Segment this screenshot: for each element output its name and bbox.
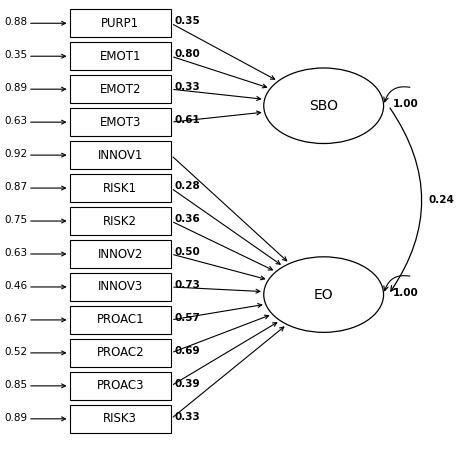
FancyBboxPatch shape [70,405,171,433]
Text: 0.28: 0.28 [175,181,201,191]
Text: 0.35: 0.35 [175,16,201,26]
Text: PROAC1: PROAC1 [96,313,144,326]
Text: RISK2: RISK2 [103,215,137,227]
FancyBboxPatch shape [70,108,171,136]
Ellipse shape [264,68,384,143]
FancyBboxPatch shape [70,10,171,37]
Text: 0.87: 0.87 [4,182,27,192]
Text: 0.69: 0.69 [175,346,201,356]
Text: RISK3: RISK3 [103,412,137,425]
Text: 0.67: 0.67 [4,314,27,324]
Text: EMOT3: EMOT3 [100,116,141,128]
Text: 0.50: 0.50 [175,247,201,257]
FancyBboxPatch shape [70,372,171,400]
Text: 0.75: 0.75 [4,215,27,225]
Text: 0.33: 0.33 [175,82,201,92]
Text: 0.57: 0.57 [175,313,201,323]
Text: 0.35: 0.35 [4,50,27,60]
FancyBboxPatch shape [70,339,171,367]
FancyBboxPatch shape [70,174,171,202]
FancyBboxPatch shape [70,240,171,268]
Text: EMOT2: EMOT2 [100,83,141,96]
Text: 0.63: 0.63 [4,116,27,126]
Text: 0.80: 0.80 [175,49,201,59]
Text: SBO: SBO [309,99,338,113]
Text: 0.61: 0.61 [175,115,201,125]
Text: 0.36: 0.36 [175,214,201,224]
Text: 0.92: 0.92 [4,149,27,159]
Text: 0.89: 0.89 [4,413,27,423]
FancyBboxPatch shape [70,207,171,235]
Text: 0.39: 0.39 [175,379,201,389]
Text: EMOT1: EMOT1 [100,50,141,63]
Text: 0.73: 0.73 [175,280,201,290]
Text: 0.85: 0.85 [4,380,27,390]
Text: 0.33: 0.33 [175,412,201,422]
Text: INNOV2: INNOV2 [98,247,143,261]
FancyBboxPatch shape [70,141,171,169]
Text: 0.52: 0.52 [4,347,27,357]
Text: 0.46: 0.46 [4,281,27,291]
Text: 0.63: 0.63 [4,248,27,258]
Text: RISK1: RISK1 [103,182,137,195]
Text: 1.00: 1.00 [393,287,419,297]
Text: 0.89: 0.89 [4,83,27,93]
Text: INNOV1: INNOV1 [98,148,143,162]
Text: PURP1: PURP1 [101,17,139,30]
Text: PROAC3: PROAC3 [96,380,144,392]
FancyBboxPatch shape [70,42,171,70]
Text: 0.24: 0.24 [428,195,454,205]
Text: 0.88: 0.88 [4,17,27,27]
Text: PROAC2: PROAC2 [96,346,144,360]
Text: INNOV3: INNOV3 [98,281,143,293]
Ellipse shape [264,257,384,332]
FancyBboxPatch shape [70,306,171,334]
FancyBboxPatch shape [70,273,171,301]
Text: 1.00: 1.00 [393,99,419,109]
FancyBboxPatch shape [70,75,171,103]
Text: EO: EO [314,287,334,301]
